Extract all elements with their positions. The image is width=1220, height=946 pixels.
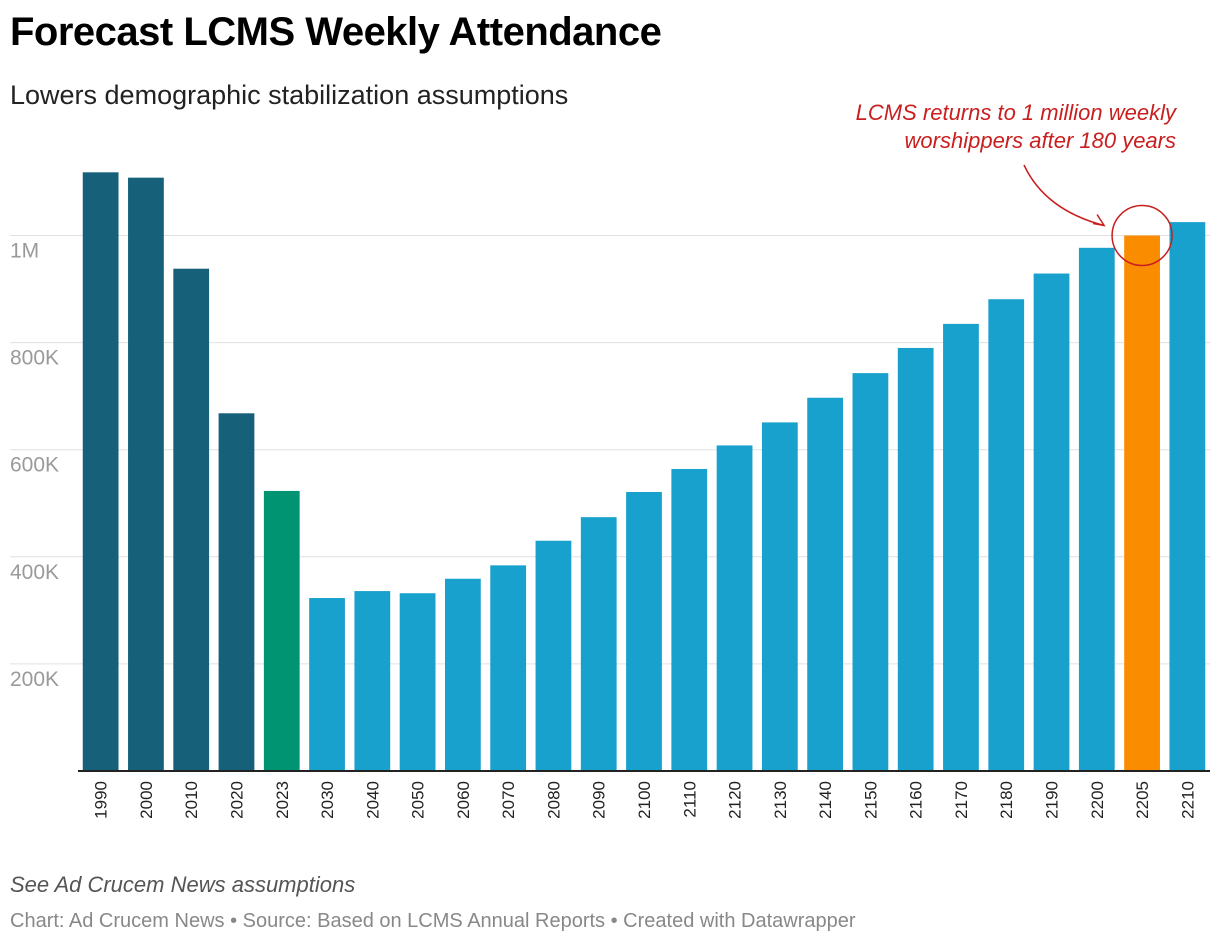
bar-2150 [852,373,889,771]
bar-2090 [580,517,617,771]
x-tick-label: 2200 [1088,781,1107,819]
x-tick-label: 2090 [590,781,609,819]
annotation-text: worshippers after 180 years [905,128,1176,153]
bar-2010 [173,268,210,771]
x-tick-label: 2150 [861,781,880,819]
bar-2210 [1169,222,1206,772]
bar-2130 [761,422,798,771]
chart-subtitle: Lowers demographic stabilization assumpt… [10,80,569,110]
x-tick-label: 2060 [454,781,473,819]
x-tick-label: 2023 [273,781,292,819]
chart-footer: Chart: Ad Crucem News • Source: Based on… [10,910,856,932]
bar-2110 [671,468,708,771]
bar-2000 [128,177,164,771]
x-tick-label: 2130 [771,781,790,819]
x-tick-label: 2020 [227,781,246,819]
x-tick-label: 2205 [1133,781,1152,819]
x-tick-label: 2140 [816,781,835,819]
annotation: LCMS returns to 1 million weekly worshipp… [856,100,1178,267]
x-tick-label: 2160 [907,781,926,819]
x-tick-label: 2210 [1178,781,1197,819]
x-tick-label: 2040 [363,781,382,819]
chart-notes: See Ad Crucem News assumptions [10,872,356,897]
bar-2040 [354,591,391,771]
bars [82,172,1206,772]
bar-2080 [535,540,572,771]
bar-2060 [444,578,481,771]
x-tick-label: 2080 [544,781,563,819]
x-axis-labels: 1990 2000 2010 2020 2023 2030 2040 2050 2060 2070… [92,781,1198,819]
x-tick-label: 2010 [182,781,201,819]
x-tick-label: 2070 [499,781,518,819]
y-tick-label: 1M [10,240,39,263]
highlight-circle [1111,204,1173,267]
bar-2190 [1033,273,1070,771]
bar-2200 [1078,247,1115,771]
x-tick-label: 2180 [997,781,1016,819]
arrow-head [1092,214,1106,227]
y-tick-label: 200K [10,668,59,691]
y-tick-label: 600K [10,454,59,477]
bar-2030 [309,598,345,771]
bar-1990 [82,172,119,771]
bar-2020 [218,413,255,771]
bar-2050 [399,593,436,771]
bar-2100 [626,492,662,771]
bar-2170 [943,323,979,771]
x-tick-label: 2170 [952,781,971,819]
bar-2160 [897,347,934,771]
x-tick-label: 1990 [92,781,111,819]
x-tick-label: 2110 [680,781,699,818]
x-tick-label: 2000 [137,781,156,819]
bar-chart: 200K 400K 600K 800K 1M 1990 2000 2010 2020 2023 2… [10,100,1210,819]
bar-2120 [716,445,753,771]
x-tick-label: 2050 [409,781,428,819]
x-tick-label: 2190 [1043,781,1062,819]
y-axis-labels: 200K 400K 600K 800K 1M [10,240,59,691]
y-tick-label: 400K [10,561,59,584]
bar-2023 [263,490,300,771]
x-tick-label: 2100 [635,781,654,819]
y-tick-label: 800K [10,347,59,370]
bar-2070 [490,565,527,771]
chart-title: Forecast LCMS Weekly Attendance [10,10,662,54]
x-tick-label: 2030 [318,781,337,819]
annotation-text: LCMS returns to 1 million weekly [856,100,1178,125]
annotation-arrow [1023,164,1105,227]
x-tick-label: 2120 [726,781,745,819]
bar-2205 [1124,235,1160,771]
bar-2180 [988,299,1025,771]
bar-2140 [807,397,844,771]
